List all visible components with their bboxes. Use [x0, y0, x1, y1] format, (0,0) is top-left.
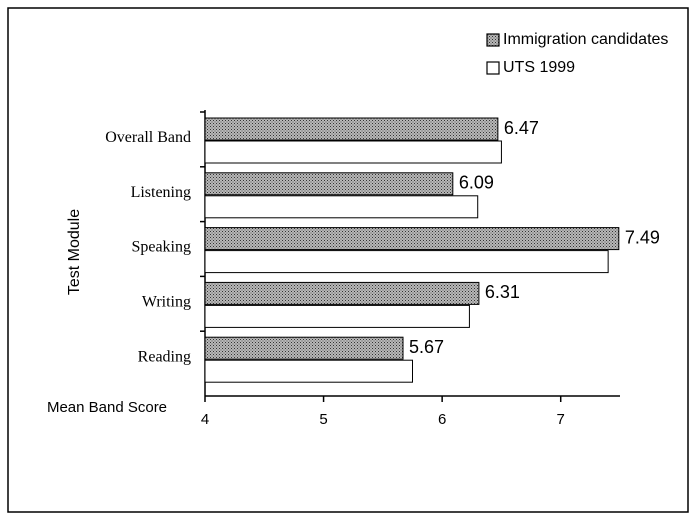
bar: [204, 140, 502, 164]
y-tick-label: Reading: [138, 348, 191, 365]
y-tick-label: Writing: [142, 293, 191, 310]
legend-swatch: [486, 33, 500, 47]
bar: [204, 250, 609, 274]
x-tick-label: 7: [557, 411, 565, 428]
x-tick-label: 6: [438, 411, 446, 428]
x-tick-label: 4: [201, 411, 209, 428]
frame: [7, 7, 689, 513]
bar: [204, 304, 470, 328]
y-tick-label: Listening: [131, 184, 191, 201]
bar: [204, 117, 499, 141]
data-label: 7.49: [625, 227, 660, 247]
x-axis-label: Mean Band Score: [47, 399, 167, 416]
data-label: 5.67: [409, 337, 444, 357]
legend-label: Immigration candidates: [503, 31, 668, 48]
y-tick-label: Speaking: [131, 239, 191, 256]
data-label: 6.09: [459, 173, 494, 193]
bar: [204, 336, 404, 360]
y-axis-label: Test Module: [66, 209, 83, 295]
bar: [204, 172, 454, 196]
bar: [204, 281, 480, 305]
x-tick-label: 5: [319, 411, 327, 428]
data-label: 6.47: [504, 118, 539, 138]
legend-label: UTS 1999: [503, 59, 575, 76]
legend-swatch: [486, 61, 500, 75]
bar: [204, 227, 620, 251]
data-label: 6.31: [485, 282, 520, 302]
bar: [204, 195, 479, 219]
bar: [204, 359, 413, 383]
y-tick-label: Overall Band: [105, 129, 191, 146]
